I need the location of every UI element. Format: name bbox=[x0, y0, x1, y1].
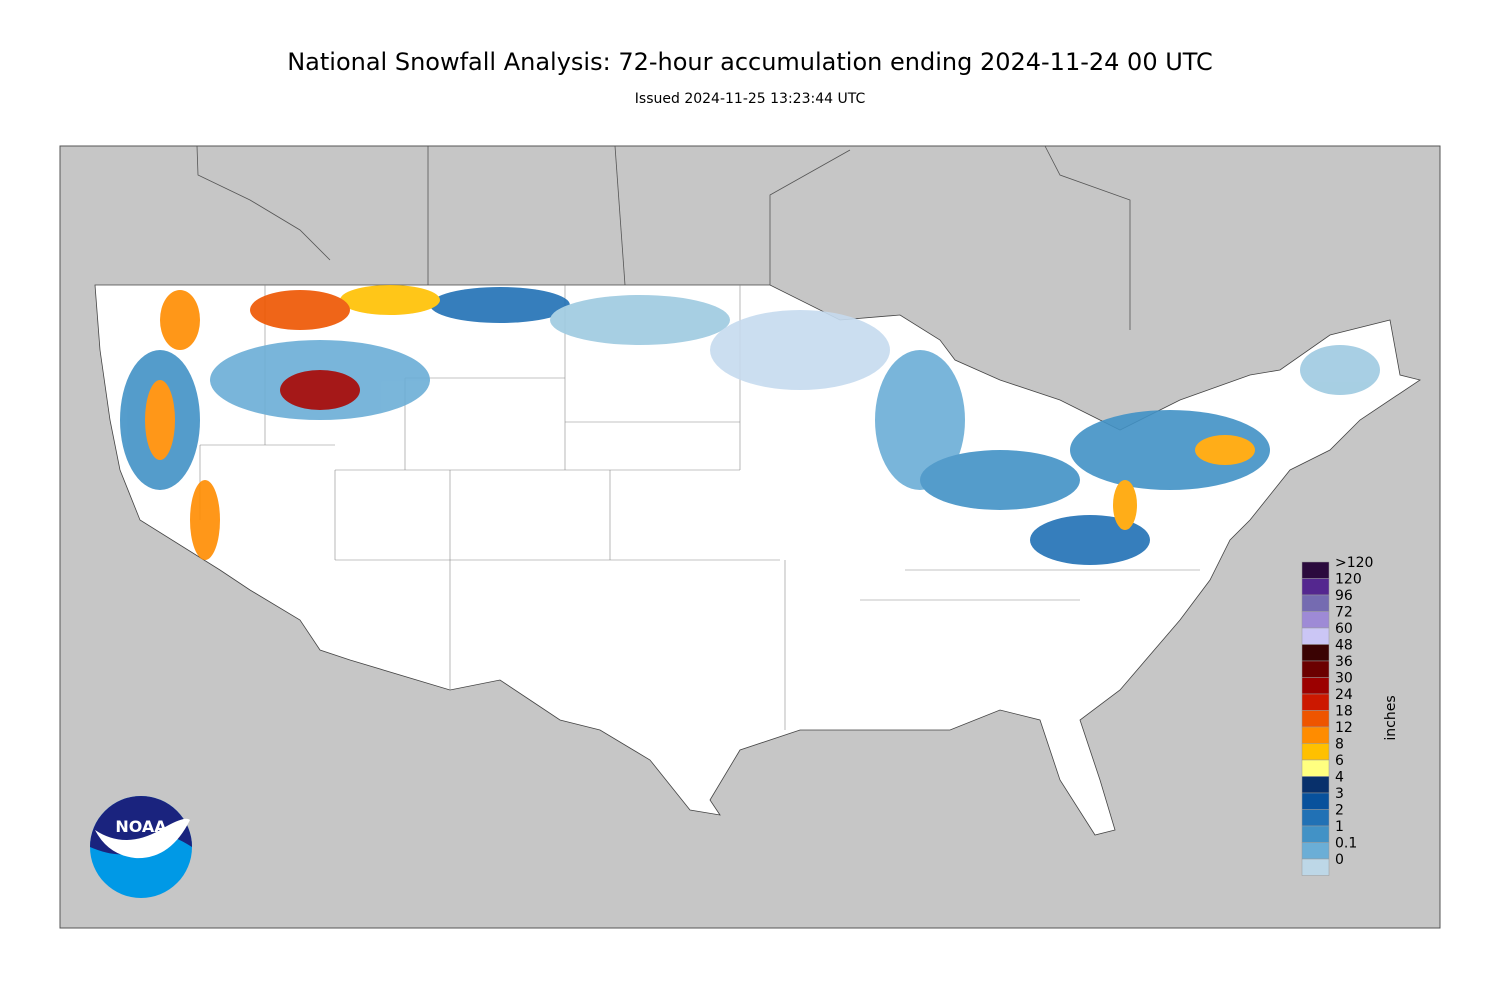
legend-swatch bbox=[1301, 743, 1330, 761]
legend-label: 12 bbox=[1335, 720, 1353, 736]
legend-label: 72 bbox=[1335, 605, 1353, 621]
legend-label: 30 bbox=[1335, 671, 1353, 687]
legend-swatch bbox=[1301, 759, 1330, 777]
legend-swatch bbox=[1301, 710, 1330, 728]
legend-label: 1 bbox=[1335, 819, 1344, 835]
legend-swatch bbox=[1301, 578, 1330, 596]
legend-swatch bbox=[1301, 611, 1330, 629]
logo-text: NOAA bbox=[115, 817, 167, 836]
legend-label: 36 bbox=[1335, 654, 1353, 670]
map bbox=[59, 145, 1441, 929]
legend-swatch bbox=[1301, 627, 1330, 645]
legend-label: 48 bbox=[1335, 638, 1353, 654]
legend-label: 96 bbox=[1335, 588, 1353, 604]
legend-swatch bbox=[1301, 660, 1330, 678]
legend-label: 60 bbox=[1335, 621, 1353, 637]
legend-swatch bbox=[1301, 825, 1330, 843]
legend-swatch bbox=[1301, 677, 1330, 695]
legend-label: 0 bbox=[1335, 852, 1344, 868]
legend-swatch bbox=[1301, 561, 1330, 579]
legend-swatch bbox=[1301, 842, 1330, 860]
title: National Snowfall Analysis: 72-hour accu… bbox=[287, 48, 1213, 76]
legend-label: 8 bbox=[1335, 737, 1344, 753]
legend-swatch bbox=[1301, 644, 1330, 662]
legend-swatch bbox=[1301, 792, 1330, 810]
legend-swatch bbox=[1301, 693, 1330, 711]
legend-swatch bbox=[1301, 726, 1330, 744]
legend-label: 120 bbox=[1335, 572, 1362, 588]
legend-label: 3 bbox=[1335, 786, 1344, 802]
subtitle: Issued 2024-11-25 13:23:44 UTC bbox=[635, 91, 866, 107]
legend-label: >120 bbox=[1335, 555, 1373, 571]
legend-title: inches bbox=[1383, 695, 1399, 740]
legend-swatch bbox=[1301, 858, 1330, 876]
legend-swatch bbox=[1301, 594, 1330, 612]
snowfall bbox=[120, 285, 1380, 565]
legend-swatch bbox=[1301, 809, 1330, 827]
legend-label: 18 bbox=[1335, 704, 1353, 720]
legend-label: 24 bbox=[1335, 687, 1353, 703]
legend-swatch bbox=[1301, 776, 1330, 794]
legend-label: 4 bbox=[1335, 770, 1344, 786]
noaa-logo: NOAA bbox=[90, 796, 192, 898]
legend-label: 0.1 bbox=[1335, 836, 1357, 852]
legend-label: 2 bbox=[1335, 803, 1344, 819]
legend-label: 6 bbox=[1335, 753, 1344, 769]
